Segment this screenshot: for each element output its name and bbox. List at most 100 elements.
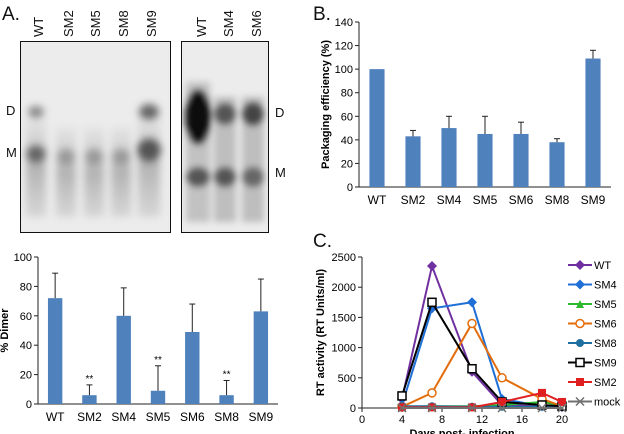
y-tick-label: 0 [26,399,32,411]
data-point [576,300,584,308]
x-tick-label: SM8 [214,410,239,424]
x-tick-label: SM2 [401,193,426,207]
legend-label: SM4 [594,280,617,292]
y-tick-label: 20 [341,158,353,170]
y-axis-label: % Dimer [0,308,11,353]
bar [405,136,421,187]
bar [549,142,565,187]
y-tick-label: 80 [341,88,353,100]
x-tick-label: SM6 [180,410,205,424]
gel-right-band-label: M [275,165,286,180]
y-tick-label: 2500 [332,252,356,264]
y-tick-label: 100 [335,64,353,76]
bar [150,390,166,404]
y-tick-label: 2000 [332,282,356,294]
bar [253,311,269,404]
panel-letter-b: B. [313,4,331,25]
gel-left-lane-label: SM5 [88,10,103,37]
gel-left-lane-label: SM9 [144,10,159,37]
y-tick-label: 20 [20,370,32,382]
x-tick-label: WT [46,410,65,424]
x-tick-label: SM9 [249,410,274,424]
gel-right-lane-label: WT [194,16,209,37]
x-tick-label: SM2 [77,410,102,424]
significance-label: ** [86,374,94,385]
data-point [427,261,437,272]
x-tick-label: SM5 [473,193,498,207]
legend-label: WT [594,260,611,272]
y-axis-label: Packaging efficiency (%) [320,40,332,169]
data-point [497,373,507,383]
bar [219,395,234,404]
y-tick-label: 60 [20,311,32,323]
gel-blot-left-image [21,42,170,232]
significance-label: ** [154,355,162,366]
y-tick-label: 40 [341,135,353,147]
legend-label: SM9 [594,358,617,370]
x-tick-label: SM8 [545,193,570,207]
dimer-chart: 0 20 40 60 80 100 WT ** SM2 SM4 ** SM5 SM6 ** SM8 SM9 % … [0,252,278,424]
gel-right-band-label: D [275,105,285,120]
data-point [575,260,585,270]
data-point [557,403,567,413]
data-point [427,388,437,398]
bar [369,69,385,187]
data-point [537,403,547,413]
gel-blot-right-image [182,42,268,232]
x-tick-label: 4 [399,414,405,426]
data-point [576,339,584,347]
data-point [558,397,566,406]
data-point [397,391,407,401]
y-tick-label: 100 [14,252,32,264]
y-tick-label: 1500 [332,312,356,324]
data-point [575,279,585,290]
x-tick-label: SM5 [146,410,171,424]
gel-blot-right [181,41,269,233]
legend-label: SM2 [594,377,617,389]
panel-letter-a: A. [2,4,20,25]
y-tick-label: 60 [341,111,353,123]
y-axis-label: RT activity (RT Units/ml) [315,269,327,396]
y-tick-label: 0 [350,403,356,415]
bar [116,315,131,404]
gel-right-lane-label: SM6 [249,10,264,37]
x-axis-label: Days post- infection [409,428,514,434]
x-tick-label: 8 [439,414,445,426]
data-point [467,363,477,374]
x-tick-label: 16 [516,414,528,426]
significance-label: ** [223,369,231,380]
y-tick-label: 140 [335,17,353,29]
rt-activity-chart: 0 500 1000 1500 2000 2500 0 4 8 12 16 20 WT SM4 SM5 SM6… [315,252,621,434]
x-tick-label: SM4 [111,410,136,424]
data-point [467,403,477,413]
gel-blot-left [20,41,171,233]
packaging-chart: 0 20 40 60 80 100 120 140 WT SM2 SM4 SM5 SM6 SM8 SM9 Pa… [320,17,611,207]
legend-label: SM8 [594,338,617,350]
x-tick-label: 20 [556,414,568,426]
x-tick-label: SM6 [509,193,534,207]
gel-left-band-label: D [6,103,16,118]
bar [477,133,493,187]
bar [185,331,200,404]
x-tick-label: SM9 [581,193,606,207]
data-point [498,397,506,406]
legend-label: SM6 [594,319,617,331]
legend-label: SM5 [594,299,617,311]
bar [47,298,63,404]
legend-label: mock [594,397,621,409]
data-point [467,297,477,308]
gel-left-lane-label: SM2 [61,10,76,37]
x-tick-label: 0 [359,414,365,426]
data-point [575,318,585,329]
y-tick-label: 0 [347,182,353,194]
data-point [576,378,584,386]
x-tick-label: WT [368,193,387,207]
panel-letter-c: C. [313,231,332,252]
data-point [467,318,477,329]
y-tick-label: 80 [20,281,32,293]
data-point [427,297,437,308]
data-point [538,388,546,397]
data-point [575,357,585,368]
bar [82,395,97,404]
gel-right-lane-label: SM4 [221,10,236,37]
